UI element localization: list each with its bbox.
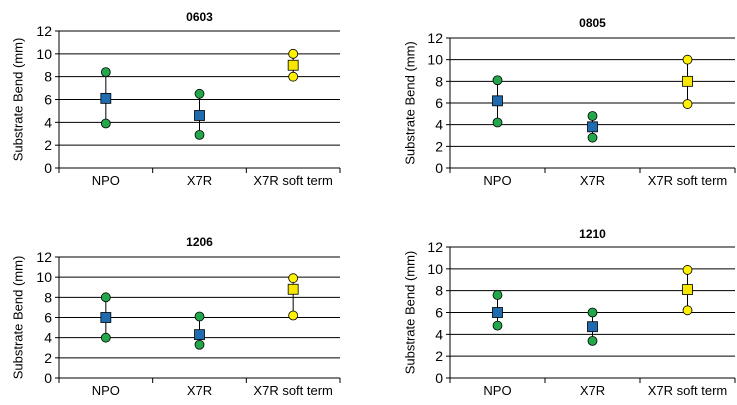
x-category-label: X7R: [187, 383, 212, 398]
y-axis-label: Substrate Bend (mm): [403, 41, 418, 165]
chart-panel-1206: 1206 Substrate Bend (mm) 0 2 4 6 8 10 12 NPO X7R X7…: [11, 235, 341, 398]
y-tick-label: 10: [427, 261, 443, 277]
y-tick-label: 6: [44, 92, 52, 108]
x-category-label: X7R soft term: [648, 383, 727, 398]
y-tick-label: 0: [435, 160, 443, 176]
y-tick-label: 12: [36, 249, 52, 265]
x-category-label: NPO: [483, 383, 511, 398]
data-point-mid: [587, 121, 598, 133]
data-point-lower: [288, 71, 299, 82]
data-point-upper: [682, 54, 693, 65]
y-tick-label: 8: [435, 73, 443, 89]
data-point-mid: [287, 59, 299, 71]
data-point-mid: [492, 95, 503, 107]
y-tick-label: 2: [44, 137, 52, 153]
y-axis-label: Substrate Bend (mm): [403, 251, 418, 375]
y-tick-label: 10: [36, 46, 52, 62]
x-category-label: X7R soft term: [253, 173, 332, 188]
y-tick-label: 4: [44, 330, 52, 346]
x-category-label: X7R soft term: [253, 383, 332, 398]
data-point-mid: [194, 329, 205, 341]
chart-panel-0603: 0603 Substrate Bend (mm) 0 2 4 6 8 10 12 NPO X7R X7…: [11, 10, 341, 188]
data-point-upper: [100, 67, 111, 77]
y-tick-label: 4: [435, 326, 443, 342]
data-point-upper: [587, 111, 598, 121]
chart-title: 0603: [186, 10, 213, 24]
y-tick-label: 12: [36, 23, 52, 39]
data-point-lower: [587, 335, 598, 346]
y-tick-label: 2: [435, 138, 443, 154]
data-point-mid: [100, 312, 112, 323]
data-point-upper: [492, 290, 503, 300]
y-tick-label: 6: [435, 95, 443, 111]
y-tick-label: 6: [435, 305, 443, 321]
y-tick-label: 2: [435, 348, 443, 364]
y-tick-label: 8: [435, 283, 443, 299]
data-point-lower: [682, 305, 693, 316]
x-category-label: X7R soft term: [648, 173, 727, 188]
y-tick-label: 4: [435, 117, 443, 133]
y-tick-label: 8: [44, 289, 52, 305]
data-point-upper: [100, 292, 111, 303]
x-category-label: NPO: [483, 173, 511, 188]
data-point-lower: [194, 339, 205, 350]
data-point-upper: [194, 311, 205, 322]
y-axis-label: Substrate Bend (mm): [11, 38, 26, 162]
chart-panel-0805: 0805 Substrate Bend (mm) 0 2 4 6 8 10 12 NPO X7R X7…: [403, 16, 736, 188]
y-tick-label: 0: [44, 370, 52, 386]
data-point-upper: [492, 75, 503, 86]
data-point-mid: [492, 307, 503, 318]
data-point-mid: [682, 75, 693, 87]
y-tick-label: 12: [427, 239, 443, 255]
y-tick-label: 2: [44, 350, 52, 366]
x-category-label: X7R: [580, 173, 605, 188]
chart-title: 1210: [579, 227, 606, 241]
data-point-upper: [194, 88, 205, 99]
data-point-upper: [587, 307, 598, 318]
y-axis-label: Substrate Bend (mm): [11, 256, 26, 380]
data-point-upper: [288, 48, 299, 59]
data-point-lower: [492, 117, 503, 128]
y-tick-label: 6: [44, 310, 52, 326]
x-category-label: X7R: [580, 383, 605, 398]
x-category-label: NPO: [92, 383, 120, 398]
data-point-lower: [587, 132, 598, 143]
data-point-mid: [682, 284, 693, 295]
data-point-mid: [194, 110, 205, 121]
data-point-lower: [682, 99, 693, 109]
chart-title: 0805: [579, 16, 606, 30]
data-point-mid: [587, 321, 598, 333]
y-tick-label: 4: [44, 114, 52, 130]
data-point-lower: [100, 118, 111, 129]
data-point-mid: [287, 283, 299, 295]
y-tick-label: 10: [36, 269, 52, 285]
chart-title: 1206: [186, 235, 213, 249]
data-point-lower: [194, 129, 205, 140]
data-point-upper: [288, 273, 299, 284]
data-point-lower: [100, 332, 111, 343]
data-point-mid: [100, 92, 112, 104]
chart-panel-1210: 1210 Substrate Bend (mm) 0 2 4 6 8 10 12 NPO X7R X7…: [403, 227, 736, 398]
y-tick-label: 12: [427, 30, 443, 46]
data-point-lower: [288, 310, 299, 321]
y-tick-label: 10: [427, 52, 443, 68]
data-point-lower: [492, 320, 503, 331]
data-point-upper: [682, 265, 693, 275]
y-tick-label: 8: [44, 69, 52, 85]
y-tick-label: 0: [435, 370, 443, 386]
y-tick-label: 0: [44, 160, 52, 176]
x-category-label: NPO: [92, 173, 120, 188]
x-category-label: X7R: [187, 173, 212, 188]
